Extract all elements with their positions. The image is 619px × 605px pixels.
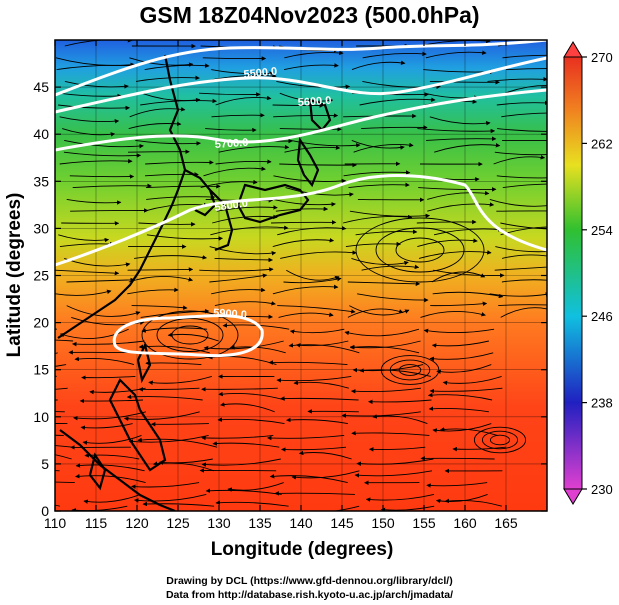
x-tick-label: 150 xyxy=(371,515,395,531)
y-tick-label: 35 xyxy=(33,173,49,189)
contour-labels: 5500.0 5600.0 5700.0 5800.0 5900.0 xyxy=(213,66,332,322)
y-tick-label: 25 xyxy=(33,268,49,284)
y-tick-label: 0 xyxy=(41,503,49,519)
credit-data: Data from http://database.rish.kyoto-u.a… xyxy=(165,589,454,601)
colorbar-tick-label: 262 xyxy=(591,136,613,151)
colorbar: 230 238 246 254 262 270 xyxy=(563,41,613,505)
streamlines xyxy=(55,40,547,511)
colorbar-tick-label: 230 xyxy=(591,482,613,497)
contour-5600 xyxy=(55,56,547,114)
x-tick-label: 130 xyxy=(207,515,231,531)
contour-5800 xyxy=(55,174,547,267)
y-tick-label: 10 xyxy=(33,409,49,425)
x-tick-label: 120 xyxy=(125,515,149,531)
x-axis-ticks: 110 115 120 125 130 135 140 145 150 155 160 165 xyxy=(44,40,518,531)
x-tick-label: 125 xyxy=(166,515,190,531)
contour-5500 xyxy=(55,40,547,97)
x-tick-label: 165 xyxy=(494,515,518,531)
x-tick-label: 160 xyxy=(453,515,477,531)
x-tick-label: 135 xyxy=(248,515,272,531)
x-axis-label: Longitude (degrees) xyxy=(211,539,394,560)
contour-5900 xyxy=(112,314,264,358)
contour-label-5900: 5900.0 xyxy=(213,307,247,321)
y-tick-label: 15 xyxy=(33,362,49,378)
y-axis-ticks: 0 5 10 15 20 25 30 35 40 45 xyxy=(33,79,547,519)
map-title: GSM 18Z04Nov2023 (500.0hPa) xyxy=(139,2,480,28)
height-contours xyxy=(55,40,547,358)
x-tick-label: 110 xyxy=(44,515,67,531)
y-tick-label: 30 xyxy=(33,220,49,236)
y-tick-label: 5 xyxy=(41,456,49,472)
y-tick-label: 45 xyxy=(33,79,49,95)
y-axis-label: Latitude (degrees) xyxy=(4,193,25,358)
x-tick-label: 155 xyxy=(412,515,436,531)
contour-label-5500: 5500.0 xyxy=(243,66,278,81)
colorbar-tick-label: 238 xyxy=(591,396,613,411)
y-tick-label: 40 xyxy=(33,126,49,142)
contour-5700 xyxy=(55,88,547,152)
contour-label-5700: 5700.0 xyxy=(214,137,248,151)
colorbar-tick-label: 270 xyxy=(591,50,613,65)
colorbar-tick-label: 254 xyxy=(591,223,613,238)
colorbar-tick-label: 246 xyxy=(591,309,613,324)
coastlines xyxy=(57,54,332,511)
x-tick-label: 145 xyxy=(330,515,354,531)
y-tick-label: 20 xyxy=(33,315,49,331)
contour-label-5800: 5800.0 xyxy=(214,197,249,214)
contour-label-5600: 5600.0 xyxy=(297,95,331,109)
x-tick-label: 115 xyxy=(85,515,108,531)
credit-drawing: Drawing by DCL (https://www.gfd-dennou.o… xyxy=(166,575,453,587)
colorbar-ticks: 230 238 246 254 262 270 xyxy=(582,50,613,497)
x-tick-label: 140 xyxy=(289,515,313,531)
